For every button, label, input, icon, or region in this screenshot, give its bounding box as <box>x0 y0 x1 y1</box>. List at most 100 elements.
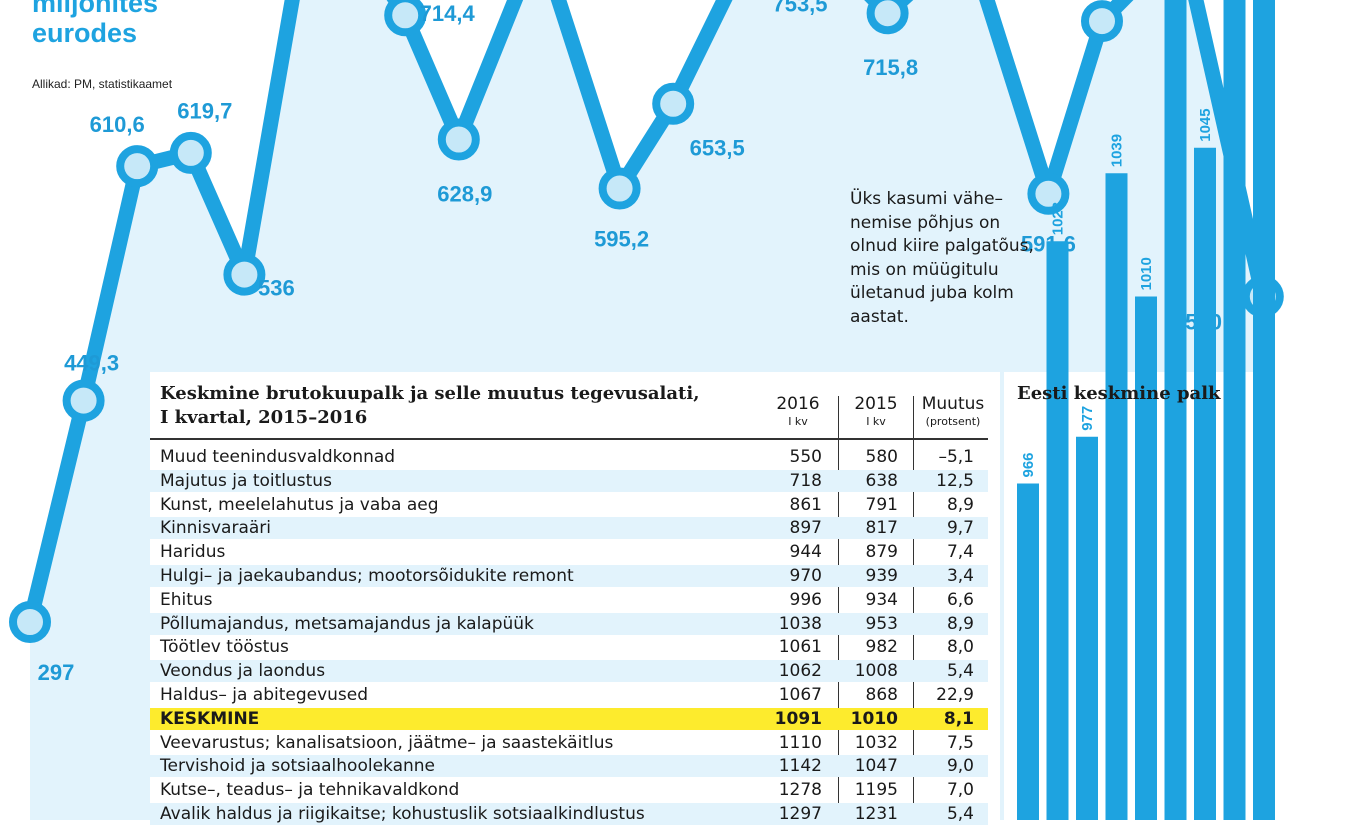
row-label: Hulgi– ja jaekaubandus; mootorsõidukite … <box>160 566 574 586</box>
column-header-sub: I kv <box>788 415 808 428</box>
table-row: Haldus– ja abitegevused 1067 868 22,9 <box>150 684 988 706</box>
row-value-2015: 982 <box>865 637 898 658</box>
line-point <box>1081 0 1123 43</box>
row-label: Haridus <box>160 542 226 563</box>
row-value-2016: 550 <box>789 447 822 467</box>
point-label: 610,6 <box>90 112 145 137</box>
row-label: Muud teenindusvaldkonnad <box>160 447 396 467</box>
column-header-2015: 2015 I kv <box>840 394 912 428</box>
line-point <box>223 253 266 296</box>
point-label: 536 <box>258 275 295 300</box>
point-label: 449,3 <box>64 350 119 375</box>
row-value-2016: 944 <box>789 542 822 563</box>
table-title-line-2: I kvartal, 2015–2016 <box>160 407 368 428</box>
row-label: Majutus ja toitlustus <box>160 470 332 491</box>
line-point <box>116 145 159 188</box>
table-row: Põllumajandus, metsamajandus ja kalapüük… <box>150 612 988 635</box>
column-divider <box>913 396 914 820</box>
row-change: 6,6 <box>946 589 974 610</box>
series-line <box>22 0 1271 630</box>
row-value-2016: 1061 <box>778 637 822 658</box>
line-point <box>652 82 695 125</box>
row-value-2015: 1008 <box>854 661 898 682</box>
line-point <box>1027 172 1070 215</box>
table-row: KESKMINE 1091 1010 8,1 <box>150 707 988 730</box>
point-label: 628,9 <box>437 181 492 206</box>
table-row: Hulgi– ja jaekaubandus; mootorsõidukite … <box>150 565 988 587</box>
line-point <box>437 118 480 161</box>
row-change: 7,0 <box>946 780 974 801</box>
row-value-2015: 868 <box>865 685 898 705</box>
row-label: Tervishoid ja sotsiaalhoolekanne <box>160 756 436 777</box>
table-row: Haridus 944 879 7,4 <box>150 541 988 563</box>
row-label: Ehitus <box>160 589 213 610</box>
bar-chart-title: Eesti keskmine palk <box>1017 383 1221 404</box>
bar <box>1223 0 1246 820</box>
row-value-2015: 580 <box>865 447 898 467</box>
row-label: Kinnisvaraäri <box>160 518 272 539</box>
row-value-2015: 1195 <box>854 780 898 801</box>
row-value-2016: 1278 <box>778 780 822 801</box>
annotation-note: Üks kasumi vähe– nemise põhjus on olnud … <box>850 189 1034 327</box>
bar <box>1135 296 1157 820</box>
line-point <box>9 601 51 643</box>
row-value-2016: 970 <box>789 566 822 586</box>
row-value-2016: 897 <box>789 518 822 539</box>
column-header-label: Muutus <box>921 394 985 414</box>
table-row: Tervishoid ja sotsiaalhoolekanne 1142 1047… <box>150 755 988 778</box>
table-row: Veondus ja laondus 1062 1008 5,4 <box>150 660 988 683</box>
point-label: 753,5 <box>772 0 827 16</box>
row-value-2016: 1038 <box>778 613 822 634</box>
row-value-2015: 1231 <box>854 804 898 824</box>
row-value-2016: 1110 <box>778 732 822 753</box>
row-label: Veevarustus; kanalisatsioon, jäätme– ja … <box>160 732 614 753</box>
column-header-sub: I kv <box>866 415 886 428</box>
line-point <box>62 379 105 422</box>
column-header-label: 2016 <box>776 394 820 414</box>
bar <box>1253 0 1275 820</box>
row-label: Põllumajandus, metsamajandus ja kalapüük <box>160 613 534 634</box>
row-value-2016: 1091 <box>774 708 822 729</box>
point-label: 619,7 <box>177 99 232 124</box>
table-row: Majutus ja toitlustus 718 638 12,5 <box>150 469 988 492</box>
table-header-rule <box>150 438 988 440</box>
table-row: Avalik haldus ja riigikaitse; kohustusli… <box>150 803 988 825</box>
row-label: Haldus– ja abitegevused <box>160 685 369 705</box>
row-label: KESKMINE <box>160 708 260 729</box>
table-row: Kinnisvaraäri 897 817 9,7 <box>150 517 988 540</box>
column-header-change: Muutus (protsent) <box>914 394 992 428</box>
point-label: 715,8 <box>863 55 918 80</box>
bar <box>1105 173 1128 820</box>
row-label: Kunst, meelelahutus ja vaba aeg <box>160 494 439 515</box>
row-value-2016: 718 <box>789 470 822 491</box>
row-value-2015: 1032 <box>854 732 898 753</box>
table-panel <box>150 372 1000 820</box>
row-change: 8,0 <box>946 637 974 658</box>
row-change: 8,1 <box>943 708 974 729</box>
table-row: Veevarustus; kanalisatsioon, jäätme– ja … <box>150 732 988 754</box>
table-row: Kunst, meelelahutus ja vaba aeg 861 791 8,9 <box>150 494 988 516</box>
line-point <box>169 131 212 174</box>
row-value-2015: 817 <box>865 518 898 539</box>
table-row: Ehitus 996 934 6,6 <box>150 589 988 611</box>
bar <box>1194 147 1216 820</box>
chart-line-layer <box>22 0 1271 630</box>
row-value-2016: 1142 <box>778 756 822 777</box>
row-change: 3,4 <box>946 566 974 586</box>
point-label: 297 <box>38 660 75 685</box>
row-value-2015: 1010 <box>850 708 898 729</box>
row-value-2016: 996 <box>789 589 822 610</box>
column-divider <box>838 396 839 820</box>
row-value-2015: 791 <box>865 494 898 515</box>
row-value-2015: 934 <box>865 589 898 610</box>
column-header-sub: (protsent) <box>925 415 981 428</box>
row-value-2015: 953 <box>865 613 898 634</box>
row-change: –5,1 <box>938 447 974 467</box>
row-change: 5,4 <box>946 661 974 682</box>
point-label: 714,4 <box>420 1 476 26</box>
row-value-2016: 861 <box>789 494 822 515</box>
point-label: 653,5 <box>690 136 745 161</box>
row-change: 7,5 <box>946 732 974 753</box>
table-row: Muud teenindusvaldkonnad 550 580 –5,1 <box>150 446 988 468</box>
row-value-2016: 1067 <box>778 685 822 705</box>
